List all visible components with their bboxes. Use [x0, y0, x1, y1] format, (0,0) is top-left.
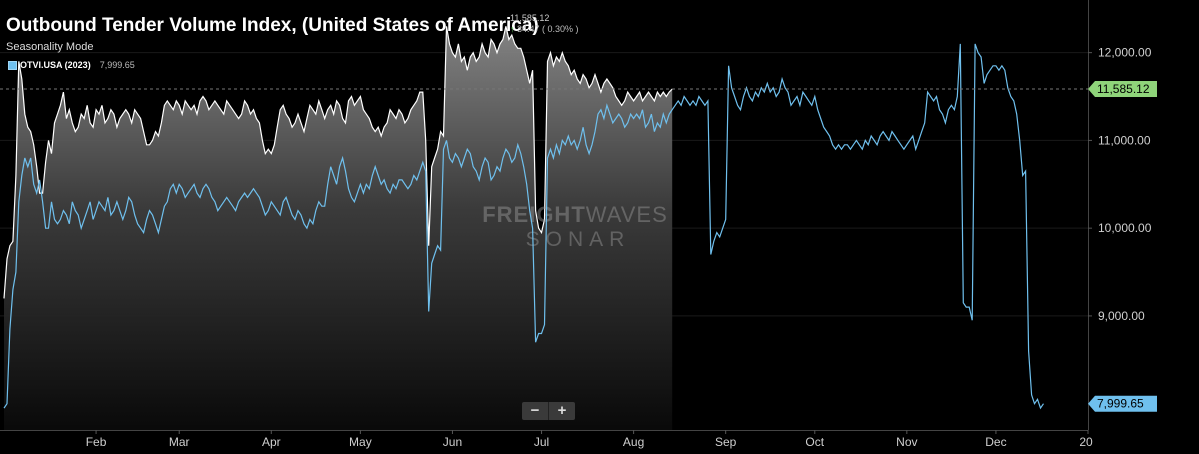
x-tick-label: Jul: [534, 435, 549, 449]
prior-value-badge: 7,999.65: [1088, 395, 1157, 412]
prior-value-badge-label: 7,999.65: [1097, 397, 1144, 411]
last-value: 11,585.12: [510, 13, 550, 23]
current-area-layer: [3, 26, 673, 431]
svg-text:FREIGHTWAVES: FREIGHTWAVES: [482, 202, 668, 227]
zoom-out-button[interactable]: −: [530, 402, 540, 419]
x-axis: Feb Mar Apr May Jun Jul Aug Sep Oct Nov Dec 20: [0, 430, 1093, 449]
x-tick-label: Nov: [896, 435, 917, 449]
up-arrow-icon: ↑: [510, 24, 515, 34]
y-tick-label: 11,000.00: [1098, 133, 1151, 147]
x-tick-label: Feb: [86, 435, 107, 449]
current-value-badge-label: 11,585.12: [1097, 82, 1150, 96]
chart-subtitle: Seasonality Mode: [6, 41, 94, 53]
y-tick-label: 10,000.00: [1098, 221, 1152, 235]
legend[interactable]: OTVI.USA (2023) 7,999.65: [8, 60, 135, 70]
change-value: 34.47 ( 0.30% ): [517, 24, 579, 34]
value-badges: 11,585.12 7,999.65: [1088, 81, 1157, 412]
x-tick-label: 20: [1079, 435, 1093, 449]
x-tick-label: Sep: [715, 435, 737, 449]
prior-value-badge-shape: [1088, 395, 1157, 412]
prior-line-layer: [3, 43, 1044, 410]
x-tick-label: Oct: [805, 435, 824, 449]
chart-title: Outbound Tender Volume Index, (United St…: [6, 15, 539, 36]
watermark: FREIGHTWAVES SONAR: [482, 202, 668, 251]
x-tick-label: Dec: [985, 435, 1006, 449]
current-series-line: [3, 26, 673, 299]
current-value-badge-shape: [1088, 81, 1157, 98]
watermark-light: WAVES: [586, 202, 668, 227]
current-value-badge: 11,585.12: [1088, 81, 1157, 98]
x-tick-label: Mar: [169, 435, 190, 449]
legend-label: OTVI.USA (2023): [20, 60, 91, 70]
y-axis: 12,000.00 11,000.00 10,000.00 9,000.00: [1088, 0, 1152, 430]
zoom-in-button[interactable]: +: [548, 402, 575, 420]
watermark-sonar: SONAR: [526, 228, 631, 251]
watermark-bold: FREIGHT: [482, 202, 586, 227]
zoom-controls: − +: [522, 402, 575, 420]
prior-series-line: [3, 43, 1044, 410]
x-tick-label: Jun: [443, 435, 462, 449]
last-value-info: 11,585.12 ↑ 34.47 ( 0.30% ): [510, 13, 579, 35]
current-series-area: [4, 26, 673, 431]
x-tick-label: Aug: [623, 435, 644, 449]
y-tick-label: 9,000.00: [1098, 309, 1145, 323]
y-tick-label: 12,000.00: [1098, 46, 1152, 60]
x-tick-label: Apr: [262, 435, 281, 449]
legend-swatch: [8, 60, 17, 70]
legend-value: 7,999.65: [99, 60, 135, 70]
x-tick-label: May: [349, 435, 372, 449]
